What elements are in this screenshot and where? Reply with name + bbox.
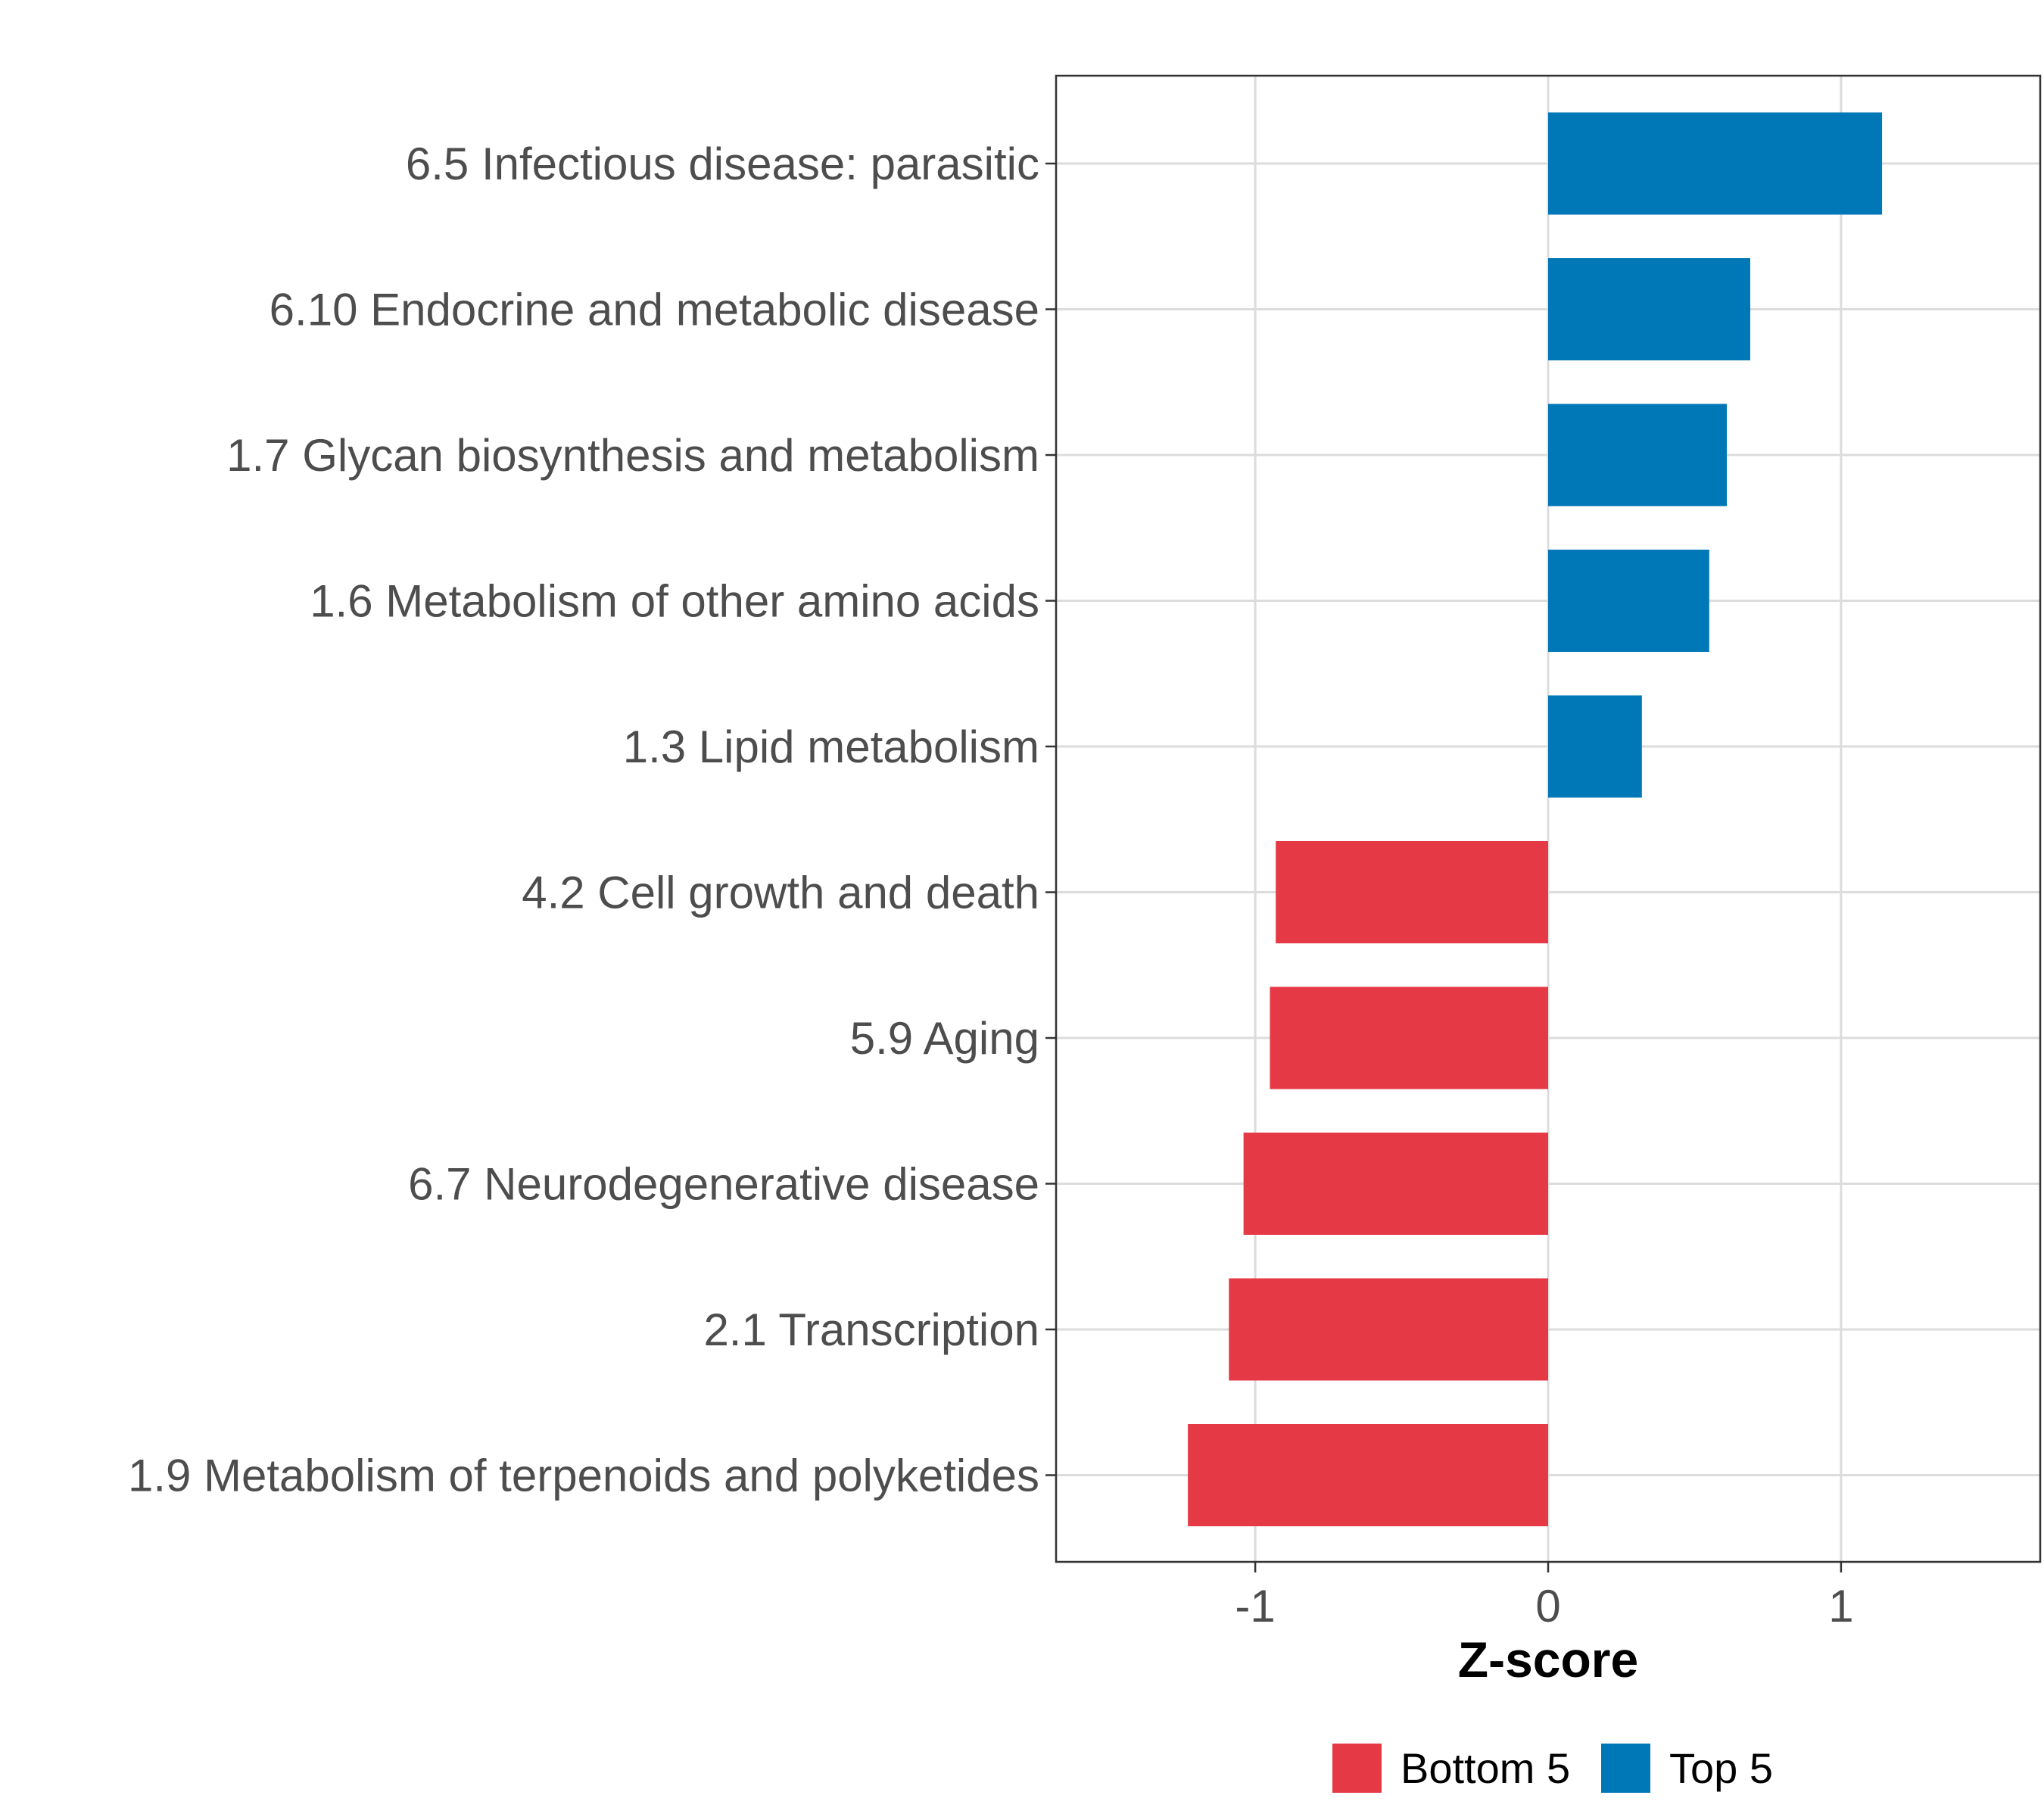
y-tick-label: 6.5 Infectious disease: parasitic: [406, 139, 1039, 189]
bars: [1188, 112, 1883, 1526]
bar: [1548, 112, 1883, 215]
legend-label: Bottom 5: [1401, 1744, 1570, 1792]
legend-label: Top 5: [1669, 1744, 1773, 1792]
y-tick-label: 1.7 Glycan biosynthesis and metabolism: [226, 430, 1039, 481]
x-tick-label: 1: [1828, 1581, 1853, 1632]
bar: [1270, 986, 1548, 1089]
y-tick-label: 2.1 Transcription: [703, 1304, 1039, 1355]
legend-key: [1332, 1744, 1382, 1793]
bar: [1243, 1133, 1548, 1235]
bar: [1548, 258, 1750, 360]
bar: [1548, 404, 1728, 506]
bar: [1276, 841, 1548, 943]
y-axis: 6.5 Infectious disease: parasitic 6.10 En…: [128, 139, 1056, 1501]
x-tick-label: 0: [1535, 1581, 1560, 1632]
y-tick-label: 1.3 Lipid metabolism: [623, 722, 1039, 772]
bar: [1548, 550, 1709, 652]
y-tick-label: 6.7 Neurodegenerative disease: [408, 1159, 1039, 1210]
x-axis-title: Z-score: [1458, 1632, 1638, 1688]
x-axis: -1 0 1: [1235, 1562, 1854, 1632]
y-tick-label: 1.9 Metabolism of terpenoids and polyket…: [128, 1451, 1039, 1501]
y-tick-label: 4.2 Cell growth and death: [522, 868, 1039, 918]
x-tick-label: -1: [1235, 1581, 1275, 1632]
y-tick-label: 6.10 Endocrine and metabolic disease: [270, 285, 1039, 335]
y-tick-label: 5.9 Aging: [850, 1013, 1039, 1064]
bar: [1229, 1278, 1548, 1381]
y-tick-label: 1.6 Metabolism of other amino acids: [310, 576, 1039, 627]
bar: [1188, 1424, 1548, 1526]
bar: [1548, 695, 1642, 798]
legend-key: [1601, 1744, 1650, 1793]
legend: Bottom 5 Top 5: [1332, 1744, 1773, 1793]
